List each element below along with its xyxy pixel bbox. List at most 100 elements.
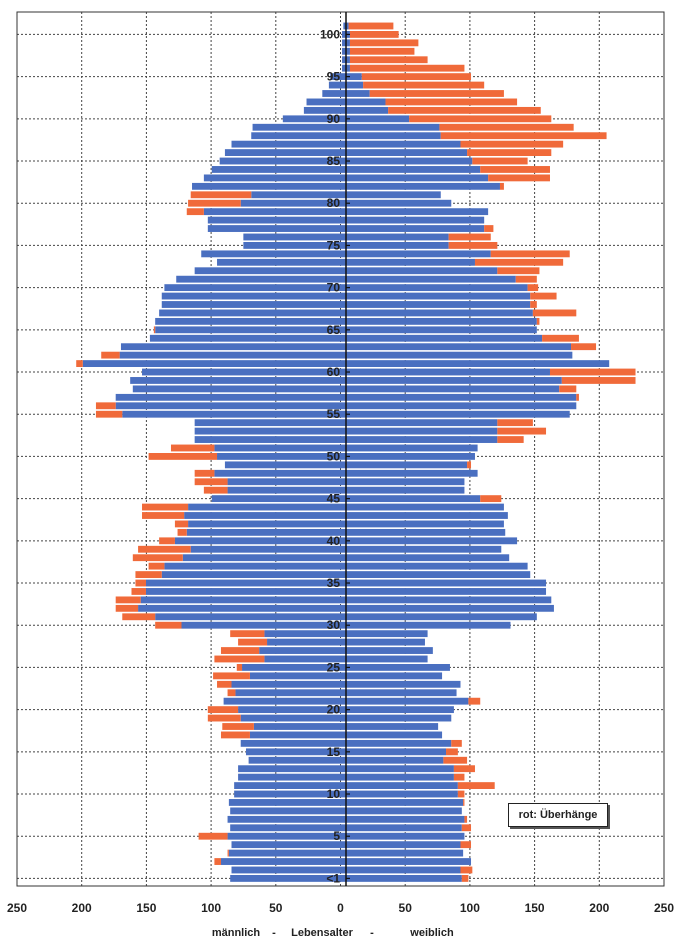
age-tick-label: 85 xyxy=(327,154,341,168)
bar-male xyxy=(227,486,346,494)
bar-female xyxy=(346,326,537,334)
bar-female-surplus xyxy=(532,309,577,317)
bar-male xyxy=(253,723,346,730)
bar-female-surplus xyxy=(480,166,550,173)
bar-female-surplus xyxy=(460,140,564,148)
bar-male xyxy=(248,756,346,764)
bar-female xyxy=(346,199,452,207)
bar-female xyxy=(346,98,386,106)
bar-female-surplus xyxy=(576,393,579,401)
bar-male xyxy=(138,604,346,612)
bar-male xyxy=(251,191,346,199)
bar-female xyxy=(346,655,428,663)
bar-female xyxy=(346,866,461,874)
bar-female xyxy=(346,503,504,511)
bar-female xyxy=(346,166,481,173)
bar-male xyxy=(190,545,346,553)
x-tick-labels: 250 200 150 100 50 0 50 100 150 200 250 xyxy=(7,901,674,915)
bar-male xyxy=(203,208,346,216)
plot-border xyxy=(16,11,665,887)
bar-female-surplus xyxy=(497,267,540,275)
age-tick-label: 50 xyxy=(327,449,341,463)
bar-male xyxy=(214,469,346,477)
bar-male xyxy=(161,571,346,578)
bar-male xyxy=(322,90,346,97)
bar-female-surplus xyxy=(468,697,481,705)
bar-male-surplus xyxy=(198,832,228,840)
bar-female xyxy=(346,157,473,165)
bar-male-surplus xyxy=(227,849,229,857)
bar-female xyxy=(346,528,506,536)
bar-female xyxy=(346,647,433,654)
bar-male xyxy=(252,123,346,131)
age-tick-label: 10 xyxy=(327,787,341,801)
bar-female xyxy=(346,385,560,393)
bar-male xyxy=(211,166,346,173)
bar-female xyxy=(346,613,537,621)
bar-female-surplus xyxy=(530,292,557,300)
x-tick-label: 200 xyxy=(72,901,92,915)
x-tick-label: 150 xyxy=(136,901,156,915)
bar-female xyxy=(346,309,533,317)
bar-female xyxy=(346,182,500,190)
bar-female-surplus xyxy=(488,174,550,182)
bar-female xyxy=(346,571,531,578)
bar-male xyxy=(182,554,346,562)
bar-female xyxy=(346,419,498,427)
bar-male xyxy=(240,714,346,722)
bar-female-surplus xyxy=(530,301,537,308)
age-tick-label: 15 xyxy=(327,745,341,759)
bar-male xyxy=(194,427,346,435)
bar-male xyxy=(130,377,346,384)
age-tick-label: 70 xyxy=(327,281,341,295)
bar-female xyxy=(346,140,461,148)
bar-male xyxy=(132,385,346,393)
bar-female xyxy=(346,225,485,232)
bar-male xyxy=(230,807,346,815)
center-axis: <1 5 10 15 20 25 30 35 40 45 50 55 60 65 70 75 80 85 90 95 1… xyxy=(320,12,350,886)
bar-male xyxy=(343,22,346,30)
bar-male xyxy=(224,461,346,469)
bar-female xyxy=(346,790,458,798)
bar-male-surplus xyxy=(76,360,83,367)
bar-male xyxy=(264,655,346,663)
x-tick-label: 150 xyxy=(525,901,545,915)
bar-female xyxy=(346,554,510,562)
bar-male-surplus xyxy=(142,503,189,511)
bar-female-surplus xyxy=(559,385,577,393)
bar-male xyxy=(223,697,346,705)
bar-female xyxy=(346,486,465,494)
bar-female xyxy=(346,436,498,443)
bar-female xyxy=(346,756,444,764)
bar-female xyxy=(346,782,458,789)
bar-female xyxy=(346,267,498,275)
bar-female xyxy=(346,132,441,140)
bar-female-surplus xyxy=(472,157,528,165)
bar-female xyxy=(346,301,531,308)
bar-female xyxy=(346,90,370,97)
bar-male xyxy=(303,106,346,114)
bar-female xyxy=(346,697,469,705)
bar-male xyxy=(149,334,346,342)
bar-male-surplus xyxy=(194,478,228,486)
bar-male xyxy=(174,537,346,545)
bar-female xyxy=(346,115,410,123)
bar-male-surplus xyxy=(148,562,165,570)
bar-female-surplus xyxy=(453,773,465,781)
bar-female xyxy=(346,849,464,857)
bar-female xyxy=(346,588,547,595)
bar-female xyxy=(346,858,472,865)
bar-female xyxy=(346,478,465,486)
bar-female xyxy=(346,689,457,697)
age-tick-label: <1 xyxy=(326,871,340,885)
x-tick-label: 50 xyxy=(269,901,283,915)
bar-female xyxy=(346,64,350,72)
bar-male xyxy=(235,689,346,697)
bar-female xyxy=(346,174,489,182)
bar-female xyxy=(346,47,350,55)
bar-male xyxy=(228,849,346,857)
bar-female xyxy=(346,495,481,503)
bar-male xyxy=(184,512,346,519)
bar-female xyxy=(346,739,452,747)
bar-female xyxy=(346,258,475,266)
